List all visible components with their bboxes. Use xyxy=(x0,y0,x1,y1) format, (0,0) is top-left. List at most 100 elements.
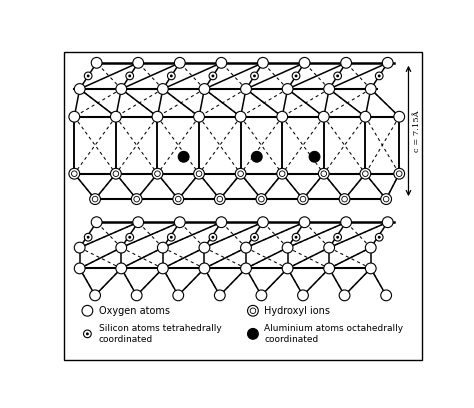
Circle shape xyxy=(131,194,142,204)
Circle shape xyxy=(91,58,102,68)
Circle shape xyxy=(394,169,405,179)
Circle shape xyxy=(209,72,217,80)
Circle shape xyxy=(157,263,168,274)
Text: Silicon atoms tetrahedrally
coordinated: Silicon atoms tetrahedrally coordinated xyxy=(99,324,222,344)
Circle shape xyxy=(247,305,258,316)
Circle shape xyxy=(341,217,352,228)
Text: c = 7.15Å: c = 7.15Å xyxy=(413,110,421,152)
Circle shape xyxy=(194,111,204,122)
Circle shape xyxy=(157,242,168,253)
Circle shape xyxy=(334,233,341,241)
Circle shape xyxy=(292,72,300,80)
Circle shape xyxy=(253,74,256,78)
Circle shape xyxy=(365,263,376,274)
Circle shape xyxy=(282,242,293,253)
Circle shape xyxy=(211,236,214,239)
Circle shape xyxy=(194,169,204,179)
Circle shape xyxy=(299,217,310,228)
Circle shape xyxy=(282,84,293,94)
Circle shape xyxy=(319,169,329,179)
Circle shape xyxy=(133,217,144,228)
Circle shape xyxy=(251,151,262,162)
Circle shape xyxy=(257,58,268,68)
Circle shape xyxy=(365,242,376,253)
Circle shape xyxy=(336,236,339,239)
Circle shape xyxy=(375,72,383,80)
Circle shape xyxy=(83,330,91,338)
Circle shape xyxy=(90,194,100,204)
Circle shape xyxy=(214,194,225,204)
Circle shape xyxy=(394,111,405,122)
Circle shape xyxy=(241,84,251,94)
Circle shape xyxy=(298,290,309,301)
Circle shape xyxy=(251,233,258,241)
Circle shape xyxy=(116,242,127,253)
Circle shape xyxy=(82,305,93,316)
Circle shape xyxy=(199,263,210,274)
Circle shape xyxy=(209,233,217,241)
Circle shape xyxy=(383,58,393,68)
Circle shape xyxy=(253,236,256,239)
Circle shape xyxy=(69,111,80,122)
Circle shape xyxy=(295,236,298,239)
Circle shape xyxy=(170,236,173,239)
Circle shape xyxy=(126,233,134,241)
Circle shape xyxy=(378,236,381,239)
Circle shape xyxy=(324,84,335,94)
Circle shape xyxy=(170,74,173,78)
Circle shape xyxy=(339,290,350,301)
Circle shape xyxy=(360,111,371,122)
Text: Oxygen atoms: Oxygen atoms xyxy=(99,306,170,316)
Circle shape xyxy=(256,194,267,204)
Circle shape xyxy=(216,217,227,228)
Circle shape xyxy=(178,151,189,162)
Circle shape xyxy=(257,217,268,228)
Circle shape xyxy=(251,72,258,80)
Circle shape xyxy=(365,84,376,94)
Circle shape xyxy=(299,58,310,68)
Text: Aluminium atoms octahedrally
coordinated: Aluminium atoms octahedrally coordinated xyxy=(264,324,403,344)
Circle shape xyxy=(91,217,102,228)
Circle shape xyxy=(319,111,329,122)
Circle shape xyxy=(295,74,298,78)
Circle shape xyxy=(256,290,267,301)
Circle shape xyxy=(298,194,309,204)
Circle shape xyxy=(174,217,185,228)
Circle shape xyxy=(173,290,183,301)
Circle shape xyxy=(199,84,210,94)
Circle shape xyxy=(235,111,246,122)
Circle shape xyxy=(110,111,121,122)
Circle shape xyxy=(110,169,121,179)
Circle shape xyxy=(74,242,85,253)
Circle shape xyxy=(216,58,227,68)
Circle shape xyxy=(157,84,168,94)
Circle shape xyxy=(167,233,175,241)
Circle shape xyxy=(214,290,225,301)
Circle shape xyxy=(375,233,383,241)
Circle shape xyxy=(334,72,341,80)
Circle shape xyxy=(211,74,214,78)
Circle shape xyxy=(74,263,85,274)
Circle shape xyxy=(277,169,288,179)
Circle shape xyxy=(116,263,127,274)
Circle shape xyxy=(74,84,85,94)
Circle shape xyxy=(277,111,288,122)
Circle shape xyxy=(128,74,131,78)
Circle shape xyxy=(87,74,90,78)
Circle shape xyxy=(341,58,352,68)
Circle shape xyxy=(131,290,142,301)
Circle shape xyxy=(360,169,371,179)
Circle shape xyxy=(241,263,251,274)
Circle shape xyxy=(152,169,163,179)
Circle shape xyxy=(167,72,175,80)
Circle shape xyxy=(128,236,131,239)
Text: Hydroxyl ions: Hydroxyl ions xyxy=(264,306,330,316)
Circle shape xyxy=(90,290,100,301)
Circle shape xyxy=(339,194,350,204)
Circle shape xyxy=(378,74,381,78)
Circle shape xyxy=(116,84,127,94)
Circle shape xyxy=(84,233,92,241)
Circle shape xyxy=(309,151,320,162)
Circle shape xyxy=(173,194,183,204)
Circle shape xyxy=(381,194,392,204)
